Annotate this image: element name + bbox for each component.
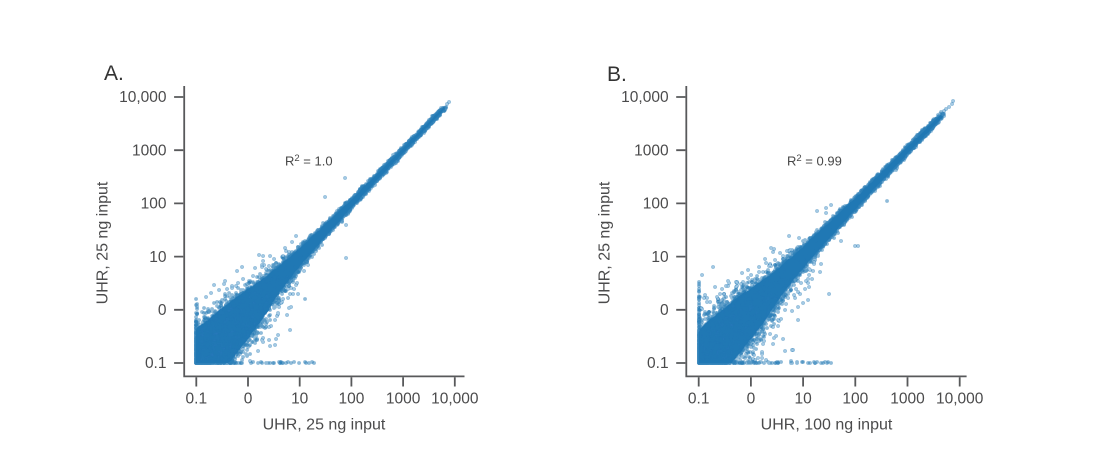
svg-text:10: 10 [291, 391, 309, 408]
svg-text:1000: 1000 [890, 391, 925, 408]
svg-text:UHR, 100 ng input: UHR, 100 ng input [761, 417, 893, 434]
svg-text:1000: 1000 [386, 391, 421, 408]
svg-text:0.1: 0.1 [688, 391, 710, 408]
svg-text:0.1: 0.1 [186, 391, 208, 408]
svg-text:10: 10 [651, 249, 669, 266]
svg-text:10,000: 10,000 [431, 391, 479, 408]
svg-text:UHR, 25 ng input: UHR, 25 ng input [597, 181, 614, 304]
svg-text:UHR, 25 ng input: UHR, 25 ng input [263, 417, 386, 434]
svg-text:0: 0 [660, 302, 669, 319]
svg-text:B.: B. [607, 63, 627, 86]
svg-text:0: 0 [244, 391, 253, 408]
svg-text:0.1: 0.1 [145, 355, 167, 372]
svg-text:10: 10 [149, 249, 167, 266]
svg-text:1000: 1000 [132, 142, 167, 159]
svg-text:0.1: 0.1 [647, 355, 669, 372]
svg-text:10,000: 10,000 [621, 89, 669, 106]
svg-text:100: 100 [338, 391, 364, 408]
svg-text:10: 10 [794, 391, 812, 408]
svg-text:UHR, 25 ng input: UHR, 25 ng input [95, 181, 112, 304]
svg-text:R2 = 0.99: R2 = 0.99 [787, 153, 842, 169]
svg-text:10,000: 10,000 [119, 89, 167, 106]
svg-text:10,000: 10,000 [936, 391, 984, 408]
svg-text:100: 100 [643, 196, 669, 213]
svg-text:R2 = 1.0: R2 = 1.0 [285, 153, 333, 169]
svg-text:0: 0 [747, 391, 756, 408]
svg-text:100: 100 [842, 391, 868, 408]
svg-text:0: 0 [158, 302, 167, 319]
svg-text:A.: A. [104, 62, 124, 85]
svg-text:100: 100 [141, 196, 167, 213]
svg-text:1000: 1000 [634, 142, 669, 159]
